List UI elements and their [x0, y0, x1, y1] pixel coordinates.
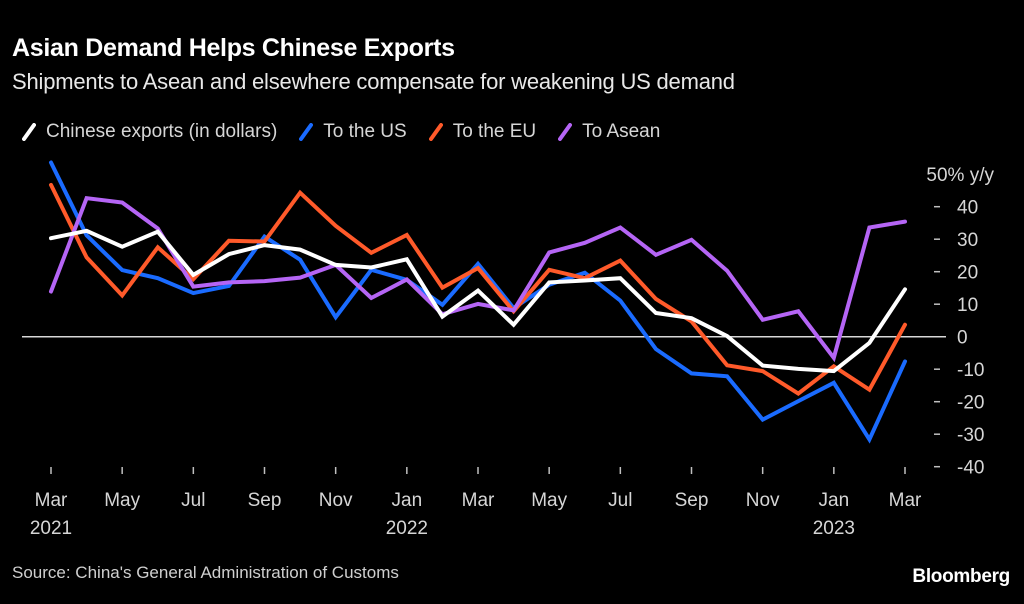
legend: Chinese exports (in dollars) To the US T… — [22, 121, 682, 143]
chart-title: Asian Demand Helps Chinese Exports — [12, 34, 455, 62]
x-tick-month-label: Nov — [319, 490, 353, 511]
legend-item-us: To the US — [299, 121, 407, 143]
y-tick-label: -10 — [957, 360, 984, 381]
series-line-to-the-us — [49, 160, 907, 444]
x-tick-month-label: Jan — [392, 490, 423, 511]
legend-label: To Asean — [582, 121, 661, 142]
legend-label: To the US — [323, 121, 407, 142]
series-line-to-the-eu — [49, 182, 907, 397]
y-tick-label: 10 — [957, 295, 978, 316]
y-tick-label: -30 — [957, 425, 984, 446]
x-tick-month-label: Nov — [746, 490, 780, 511]
legend-swatch-white-icon — [22, 123, 36, 141]
legend-swatch-blue-icon — [299, 123, 314, 141]
legend-item-asean: To Asean — [558, 121, 660, 143]
y-tick-label: -40 — [957, 458, 984, 479]
x-tick-year-label: 2022 — [386, 518, 428, 539]
source-note: Source: China's General Administration o… — [12, 563, 399, 582]
x-tick-year-label: 2021 — [30, 518, 72, 539]
x-tick-month-label: Mar — [462, 490, 495, 511]
x-tick-month-label: Sep — [675, 490, 709, 511]
x-tick-month-label: Jul — [181, 490, 205, 511]
legend-swatch-orange-icon — [428, 123, 443, 141]
series-line-to-asean — [49, 196, 907, 363]
x-tick-month-label: May — [104, 490, 140, 511]
legend-item-chinese-exports: Chinese exports (in dollars) — [22, 121, 277, 143]
y-tick-label: -20 — [957, 393, 984, 414]
x-tick-month-label: Mar — [889, 490, 922, 511]
legend-item-eu: To the EU — [428, 121, 537, 143]
x-axis: Mar 2021 May Jul Sep Nov Jan 2022 Mar May Jul Sep No… — [30, 467, 922, 539]
y-tick-label: 40 — [957, 198, 978, 219]
x-tick-month-label: Sep — [248, 490, 282, 511]
series-lines — [49, 160, 907, 444]
legend-label: To the EU — [452, 121, 537, 142]
x-tick-month-label: Jan — [819, 490, 850, 511]
series-line-chinese-exports-in-dollars — [49, 228, 907, 374]
x-tick-month-label: Jul — [608, 490, 632, 511]
y-tick-label: 0 — [957, 328, 968, 349]
y-tick-label: 20 — [957, 263, 978, 284]
x-tick-year-label: 2023 — [813, 518, 855, 539]
bloomberg-logo: Bloomberg — [912, 566, 1010, 587]
chart-subtitle: Shipments to Asean and elsewhere compens… — [12, 69, 735, 94]
y-axis: 50% y/y 40 30 20 10 0 -10 -20 -30 -40 — [926, 165, 994, 479]
x-tick-month-label: May — [531, 490, 567, 511]
legend-swatch-purple-icon — [558, 123, 573, 141]
legend-label: Chinese exports (in dollars) — [46, 121, 278, 142]
y-axis-unit-label: 50% y/y — [926, 165, 994, 186]
x-tick-month-label: Mar — [35, 490, 68, 511]
y-tick-label: 30 — [957, 230, 978, 251]
